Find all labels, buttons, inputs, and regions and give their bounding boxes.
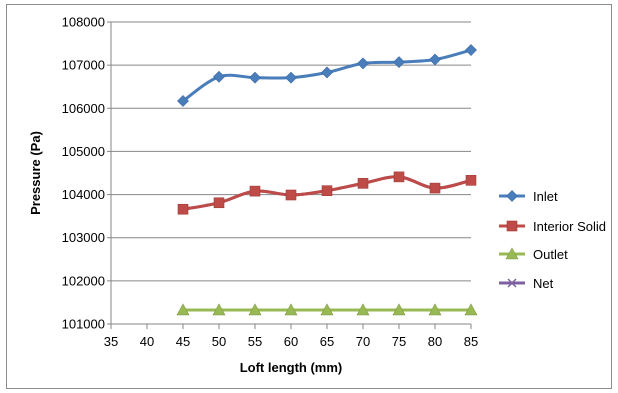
data-point-diamond [321,66,333,79]
data-point-diamond [285,71,297,84]
series-interior-solid [177,171,477,215]
data-point-diamond [465,44,477,56]
data-point-square [177,203,189,215]
data-point-diamond [393,56,405,69]
data-point-diamond [506,190,518,202]
data-point-square [357,178,369,189]
y-tick-labels: 101000 102000 103000 104000 105000 106000 1070… [62,15,105,332]
x-tick-label: 45 [176,334,190,349]
y-tick-label: 108000 [62,15,105,30]
y-tick-label: 105000 [62,144,105,159]
x-tick-label: 85 [464,334,478,349]
x-tick-label: 80 [428,334,442,349]
data-point-square [249,185,261,197]
x-tick-label: 75 [392,334,406,349]
data-point-diamond [429,53,441,66]
data-point-square [321,185,333,196]
series-inlet [177,44,477,107]
data-point-diamond [357,57,369,70]
data-point-triangle [248,303,262,316]
series-layer [176,44,478,316]
data-point-square [213,197,225,209]
data-point-triangle [505,247,519,260]
data-point-triangle [392,303,406,316]
data-point-triangle [356,303,370,316]
data-point-square [506,220,518,232]
legend-label: Interior Solid [533,219,606,234]
series-outlet [176,303,478,316]
legend-label: Net [533,276,554,291]
y-tick-label: 107000 [62,58,105,73]
data-point-triangle [176,303,190,316]
data-point-square [465,175,477,186]
y-tick-label: 104000 [62,187,105,202]
x-tick-label: 70 [356,334,370,349]
data-point-square [393,171,405,183]
x-tick-label: 60 [284,334,298,349]
y-axis-title: Pressure (Pa) [28,131,43,215]
legend: Inlet Interior Solid Outlet Net [499,189,606,291]
x-tick-labels: 35 40 45 50 55 60 65 70 75 80 85 [104,334,478,349]
data-point-triangle [212,303,226,316]
data-point-diamond [213,70,225,83]
legend-item: Outlet [499,247,568,262]
y-tick-label: 103000 [62,230,105,245]
legend-label: Outlet [533,247,568,262]
legend-item: Net [499,276,554,291]
x-tick-label: 40 [140,334,154,349]
x-tick-label: 35 [104,334,118,349]
data-point-triangle [284,303,298,316]
x-tick-label: 50 [212,334,226,349]
gridlines [111,21,471,325]
y-tick-label: 101000 [62,317,105,332]
data-point-diamond [177,95,189,107]
data-point-triangle [428,303,442,316]
data-point-diamond [249,71,261,84]
legend-item: Inlet [499,189,558,204]
data-point-triangle [320,303,334,316]
x-tick-label: 65 [320,334,334,349]
data-point-x-stroke [507,278,517,288]
data-point-triangle [464,303,478,316]
y-tick-label: 106000 [62,101,105,116]
data-point-square [285,189,297,201]
y-tick-label: 102000 [62,273,105,288]
x-axis-title: Loft length (mm) [240,360,343,375]
axes [107,21,472,329]
data-point-square [429,182,441,194]
x-tick-label: 55 [248,334,262,349]
data-point-x [507,278,517,288]
legend-label: Inlet [533,189,558,204]
legend-item: Interior Solid [499,219,606,234]
